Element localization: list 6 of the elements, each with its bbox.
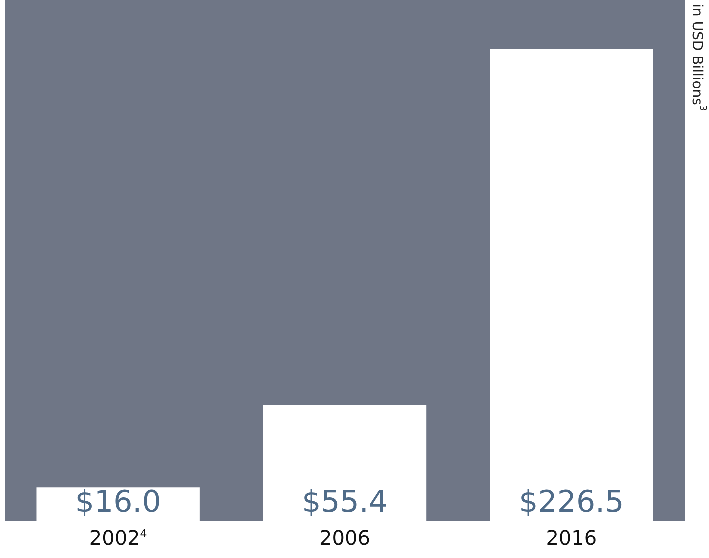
x-tick-label: 2016 bbox=[546, 526, 598, 550]
data-label: $16.0 bbox=[75, 484, 162, 520]
data-label: $55.4 bbox=[302, 484, 388, 520]
x-tick-label: 2006 bbox=[320, 526, 370, 550]
x-tick-label: 2002$^{4}$ bbox=[89, 526, 148, 550]
data-label: $226.5 bbox=[519, 484, 624, 520]
